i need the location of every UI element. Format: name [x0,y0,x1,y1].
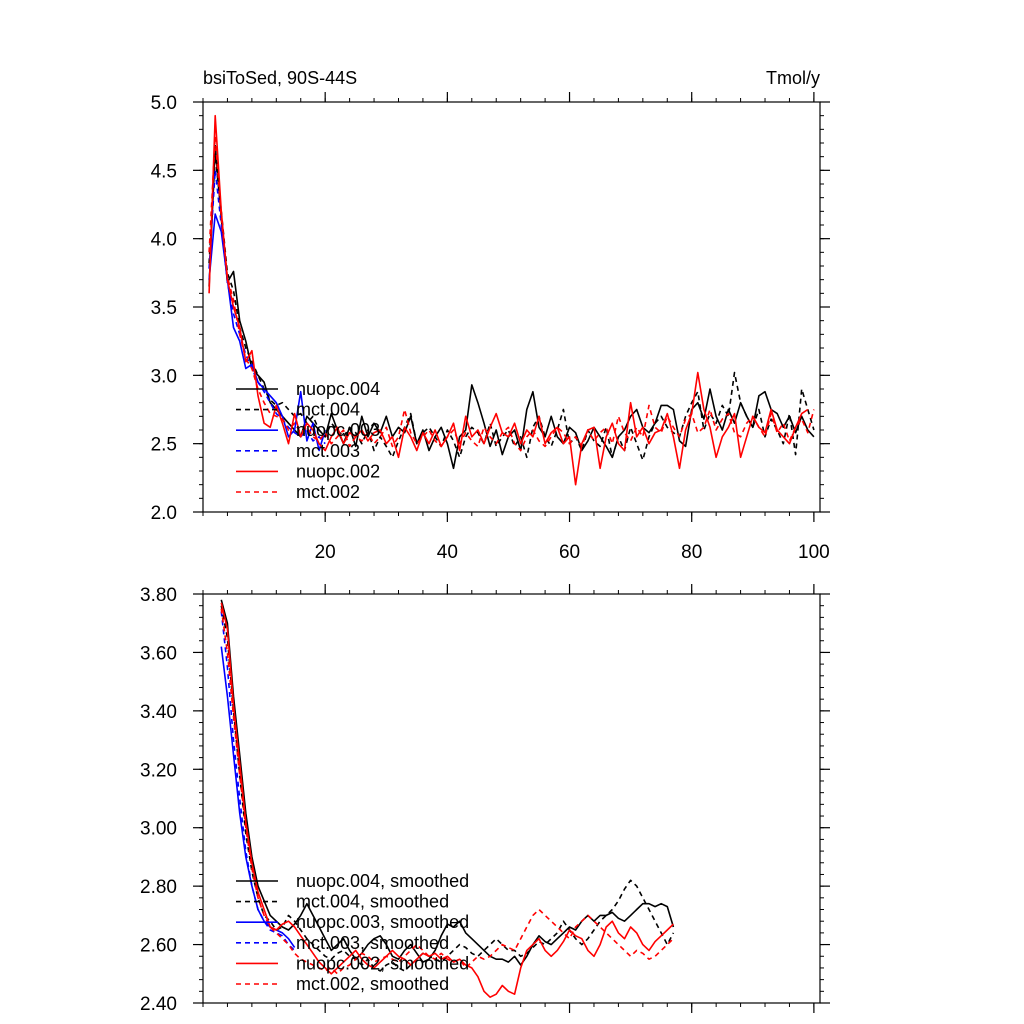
y-tick-label: 3.60 [140,643,177,664]
series-line-nuopc-002 [208,114,809,486]
x-tick-label: 20 [315,542,336,563]
series-line-nuopc-002-smoothed [220,602,674,999]
y-tick-label: 2.0 [151,503,177,524]
top-panel: bsiToSed, 90S-44S Tmol/y 2.0 2.5 3.0 3.5 4.0 4.… [151,68,830,563]
series-line-mct-003-smoothed [220,611,296,951]
y-tick-label: 3.00 [140,819,177,840]
legend-label: nuopc.003, smoothed [296,912,469,932]
y-tick-label: 5.0 [151,93,177,114]
legend-label: mct.002, smoothed [296,974,449,994]
legend-label: nuopc.004 [296,379,380,399]
y-tick-label: 3.0 [151,366,177,387]
units-label: Tmol/y [766,68,820,88]
x-tick-label: 40 [437,542,458,563]
y-tick-label: 2.80 [140,877,177,898]
legend-label: nuopc.004, smoothed [296,871,469,891]
y-tick-label: 2.60 [140,936,177,957]
x-tick-label: 80 [681,542,702,563]
legend-label: nuopc.002, smoothed [296,953,469,973]
legend-label: mct.003, smoothed [296,933,449,953]
series-line-nuopc-004-smoothed [220,599,675,966]
y-tick-label: 2.5 [151,435,177,456]
x-tick-label: 100 [798,542,830,563]
series-line-mct-002 [208,135,815,452]
legend-label: nuopc.002 [296,461,380,481]
chart-title: bsiToSed, 90S-44S [203,68,357,88]
y-tick-label: 3.5 [151,298,177,319]
bottom-panel: 2.40 2.60 2.80 3.00 3.20 3.40 3.60 3.80 nuopc.00… [140,584,830,1015]
y-tick-label: 3.40 [140,702,177,723]
legend-label: mct.004 [296,400,360,420]
legend-label: mct.002 [296,482,360,502]
y-tick-label: 3.20 [140,760,177,781]
y-tick-label: 4.5 [151,161,177,182]
series-line-mct-002-smoothed [220,608,674,975]
y-tick-label: 3.80 [140,585,177,606]
x-tick-label: 60 [559,542,580,563]
legend-label: nuopc.003 [296,420,380,440]
plot-frame [202,593,821,1004]
y-tick-label: 2.40 [140,994,177,1015]
legend-label: mct.004, smoothed [296,892,449,912]
series-line-mct-004 [208,155,815,461]
y-tick-label: 4.0 [151,230,177,251]
legend-label: mct.003 [296,441,360,461]
